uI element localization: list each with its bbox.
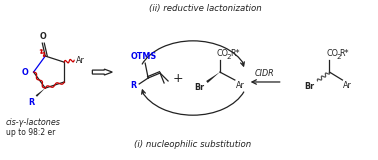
Text: Ar: Ar	[344, 81, 352, 90]
Polygon shape	[206, 72, 220, 83]
Text: R*: R*	[339, 49, 349, 58]
Text: CIDR: CIDR	[255, 69, 274, 78]
Text: OTMS: OTMS	[131, 52, 157, 61]
Text: CO: CO	[217, 49, 229, 58]
Text: 2: 2	[336, 54, 341, 60]
Text: O: O	[22, 68, 29, 77]
Text: R: R	[28, 98, 34, 107]
Text: Br: Br	[304, 82, 314, 91]
Text: R: R	[130, 81, 136, 90]
Text: 2: 2	[227, 54, 231, 60]
Text: +: +	[173, 72, 183, 84]
Text: R*: R*	[230, 49, 239, 58]
Text: cis-γ-lactones: cis-γ-lactones	[6, 118, 60, 127]
Polygon shape	[36, 88, 45, 97]
Text: Ar: Ar	[76, 56, 85, 65]
Text: Ar: Ar	[236, 81, 245, 90]
Text: O: O	[40, 32, 46, 41]
Text: Br: Br	[194, 83, 204, 92]
Text: CO: CO	[327, 49, 338, 58]
Text: (i) nucleophilic substitution: (i) nucleophilic substitution	[134, 140, 252, 149]
Text: up to 98:2 er: up to 98:2 er	[6, 128, 55, 137]
Text: (ii) reductive lactonization: (ii) reductive lactonization	[149, 4, 261, 13]
